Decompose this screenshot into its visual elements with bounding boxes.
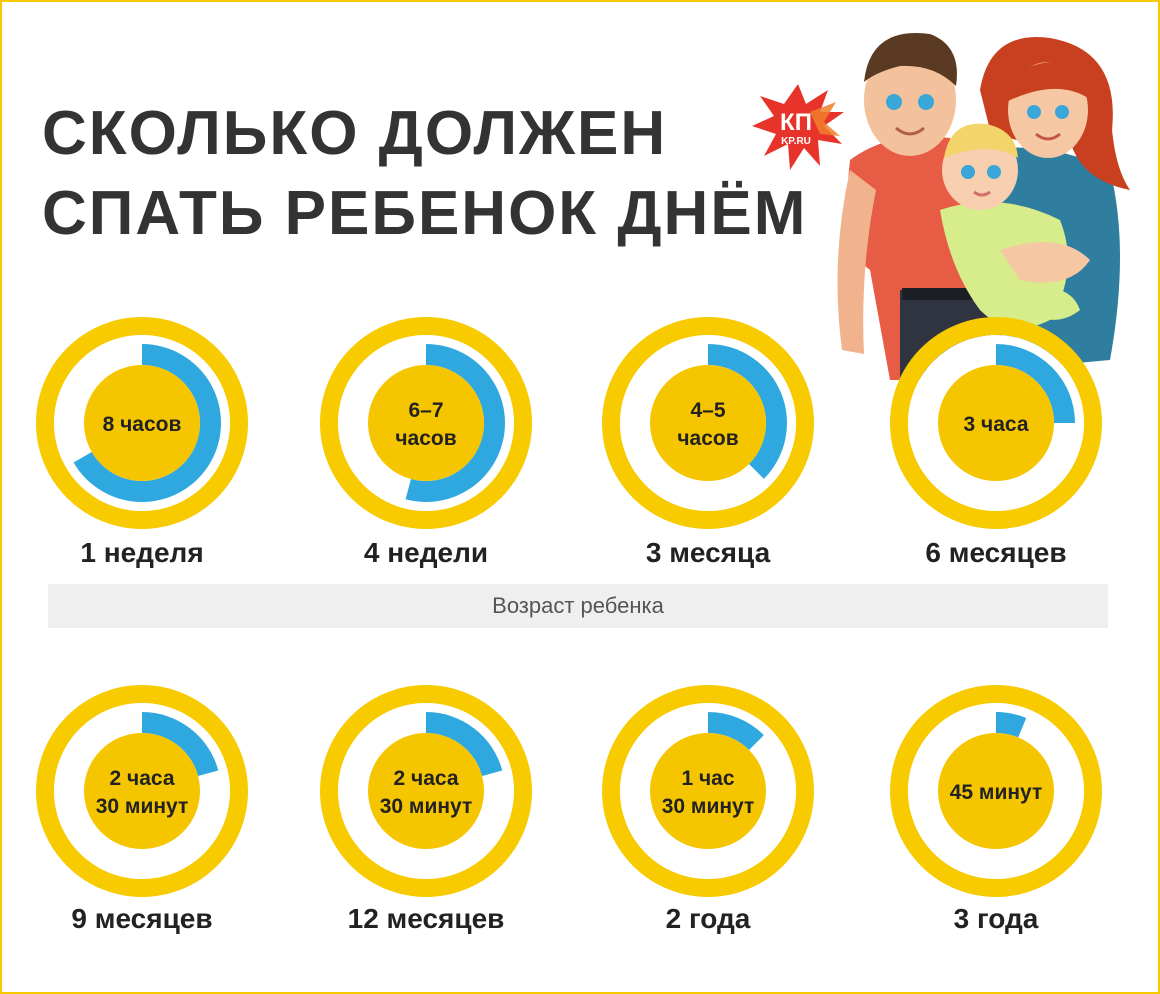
baby-eye-right <box>987 165 1001 179</box>
sleep-value-label: 6–7 <box>408 399 443 422</box>
sleep-value-label: 1 час <box>681 767 734 790</box>
inner-disc <box>650 733 766 849</box>
inner-disc <box>84 365 200 481</box>
mother-fringe <box>1006 61 1088 102</box>
logo-text: КП <box>780 109 812 136</box>
sleep-arc <box>426 712 503 776</box>
outer-ring <box>890 685 1102 897</box>
sleep-arc <box>996 344 1075 423</box>
sleep-value-label: 2 часа <box>394 767 459 790</box>
sleep-arc <box>708 344 788 479</box>
inner-disc <box>938 733 1054 849</box>
mother-eye-left <box>1027 105 1041 119</box>
sleep-value-label: 30 минут <box>96 795 189 818</box>
sleep-value-label: 30 минут <box>380 795 473 818</box>
logo-burst-accent <box>810 102 840 136</box>
title-line-2: СПАТЬ РЕБЕНОК ДНЁМ <box>42 179 808 248</box>
kp-logo: КП KP.RU <box>752 84 844 170</box>
age-category-label: 3 месяца <box>646 537 771 568</box>
inner-disc <box>84 733 200 849</box>
logo-subtext: KP.RU <box>781 136 811 147</box>
sleep-value-label: 2 часа <box>110 767 175 790</box>
baby-eye-left <box>961 165 975 179</box>
age-category-label: 2 года <box>666 903 751 934</box>
outer-ring <box>602 685 814 897</box>
mother-mouth <box>1035 132 1061 141</box>
age-category-label: 4 недели <box>364 537 488 568</box>
mother-eye-right <box>1055 105 1069 119</box>
title-line-1: СКОЛЬКО ДОЛЖЕН <box>42 99 668 168</box>
sleep-value-label: 30 минут <box>662 795 755 818</box>
age-category-label: 12 месяцев <box>348 903 505 934</box>
father-eye-right <box>918 94 934 110</box>
mother-arm <box>1000 242 1090 283</box>
inner-disc <box>368 365 484 481</box>
sleep-arc <box>142 712 219 776</box>
sleep-arc <box>708 712 764 750</box>
outer-ring <box>320 685 532 897</box>
father-mouth <box>895 126 925 136</box>
father-eye-left <box>886 94 902 110</box>
sleep-value-label: 3 часа <box>964 413 1029 436</box>
father-arm <box>837 170 876 354</box>
outer-ring <box>602 317 814 529</box>
logo-burst <box>752 84 844 170</box>
outer-ring <box>36 685 248 897</box>
inner-disc <box>650 365 766 481</box>
inner-disc <box>938 365 1054 481</box>
sleep-value-label: 4–5 <box>690 399 725 422</box>
page-title: СКОЛЬКО ДОЛЖЕН СПАТЬ РЕБЕНОК ДНЁМ <box>42 94 807 254</box>
age-axis-label: Возраст ребенка <box>48 584 1108 628</box>
sleep-arc <box>405 344 506 503</box>
sleep-value-label: 45 минут <box>950 781 1043 804</box>
inner-disc <box>368 733 484 849</box>
family-illustration <box>837 33 1130 380</box>
father-hair <box>864 33 957 86</box>
baby-mouth <box>973 190 991 197</box>
baby-hair <box>944 123 1018 158</box>
sleep-value-label: часов <box>395 427 456 450</box>
sleep-arc <box>996 712 1027 738</box>
age-category-label: 1 неделя <box>80 537 203 568</box>
age-category-label: 3 года <box>954 903 1039 934</box>
sleep-value-label: 8 часов <box>103 413 182 436</box>
outer-ring <box>36 317 248 529</box>
age-category-label: 6 месяцев <box>925 537 1066 568</box>
outer-ring <box>890 317 1102 529</box>
baby-foot <box>1030 288 1080 320</box>
age-category-label: 9 месяцев <box>71 903 212 934</box>
outer-ring <box>320 317 532 529</box>
sleep-value-label: часов <box>677 427 738 450</box>
father-head <box>864 44 956 156</box>
